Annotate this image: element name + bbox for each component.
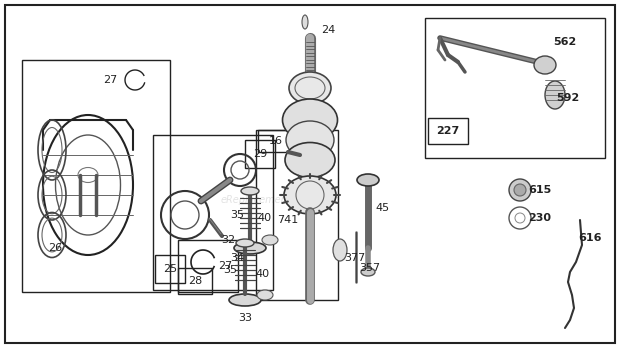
Text: 25: 25 xyxy=(163,264,177,274)
Ellipse shape xyxy=(289,72,331,104)
Text: 377: 377 xyxy=(344,253,366,263)
Text: 24: 24 xyxy=(321,25,335,35)
Bar xyxy=(153,135,273,290)
Text: 562: 562 xyxy=(554,37,577,47)
Text: 16: 16 xyxy=(269,136,283,146)
Ellipse shape xyxy=(361,268,375,276)
Text: 35: 35 xyxy=(223,265,237,275)
Text: 615: 615 xyxy=(528,185,552,195)
Bar xyxy=(245,140,275,168)
Text: 741: 741 xyxy=(277,215,299,225)
Bar xyxy=(155,255,185,283)
Text: 592: 592 xyxy=(556,93,580,103)
Bar xyxy=(428,118,468,144)
Ellipse shape xyxy=(262,235,278,245)
Text: 35: 35 xyxy=(230,210,244,220)
Text: 616: 616 xyxy=(578,233,602,243)
Ellipse shape xyxy=(236,239,254,247)
Ellipse shape xyxy=(357,174,379,186)
Text: 33: 33 xyxy=(238,313,252,323)
Text: 27: 27 xyxy=(103,75,117,85)
Text: 40: 40 xyxy=(258,213,272,223)
Ellipse shape xyxy=(333,239,347,261)
Text: 28: 28 xyxy=(188,276,202,286)
Text: 29: 29 xyxy=(253,149,267,159)
Text: 227: 227 xyxy=(436,126,459,136)
Bar xyxy=(425,18,605,158)
Text: 357: 357 xyxy=(360,263,381,273)
Ellipse shape xyxy=(534,56,556,74)
Text: eReplacementParts.com: eReplacementParts.com xyxy=(220,195,340,205)
Ellipse shape xyxy=(286,121,334,159)
Ellipse shape xyxy=(285,142,335,177)
Text: 40: 40 xyxy=(255,269,269,279)
Ellipse shape xyxy=(234,242,266,254)
Bar xyxy=(22,60,170,292)
Ellipse shape xyxy=(241,187,259,195)
Text: 26: 26 xyxy=(48,243,62,253)
Text: 34: 34 xyxy=(230,253,244,263)
Bar xyxy=(258,130,294,152)
Ellipse shape xyxy=(229,294,261,306)
Bar xyxy=(178,268,212,294)
Text: 45: 45 xyxy=(375,203,389,213)
Ellipse shape xyxy=(284,176,336,214)
Ellipse shape xyxy=(257,290,273,300)
Circle shape xyxy=(514,184,526,196)
Ellipse shape xyxy=(545,81,565,109)
Text: 32: 32 xyxy=(221,235,235,245)
Ellipse shape xyxy=(283,99,337,141)
Bar xyxy=(256,130,338,300)
Text: 27: 27 xyxy=(218,261,232,271)
Text: 230: 230 xyxy=(528,213,552,223)
Circle shape xyxy=(509,179,531,201)
Ellipse shape xyxy=(302,15,308,29)
Bar xyxy=(178,240,238,292)
